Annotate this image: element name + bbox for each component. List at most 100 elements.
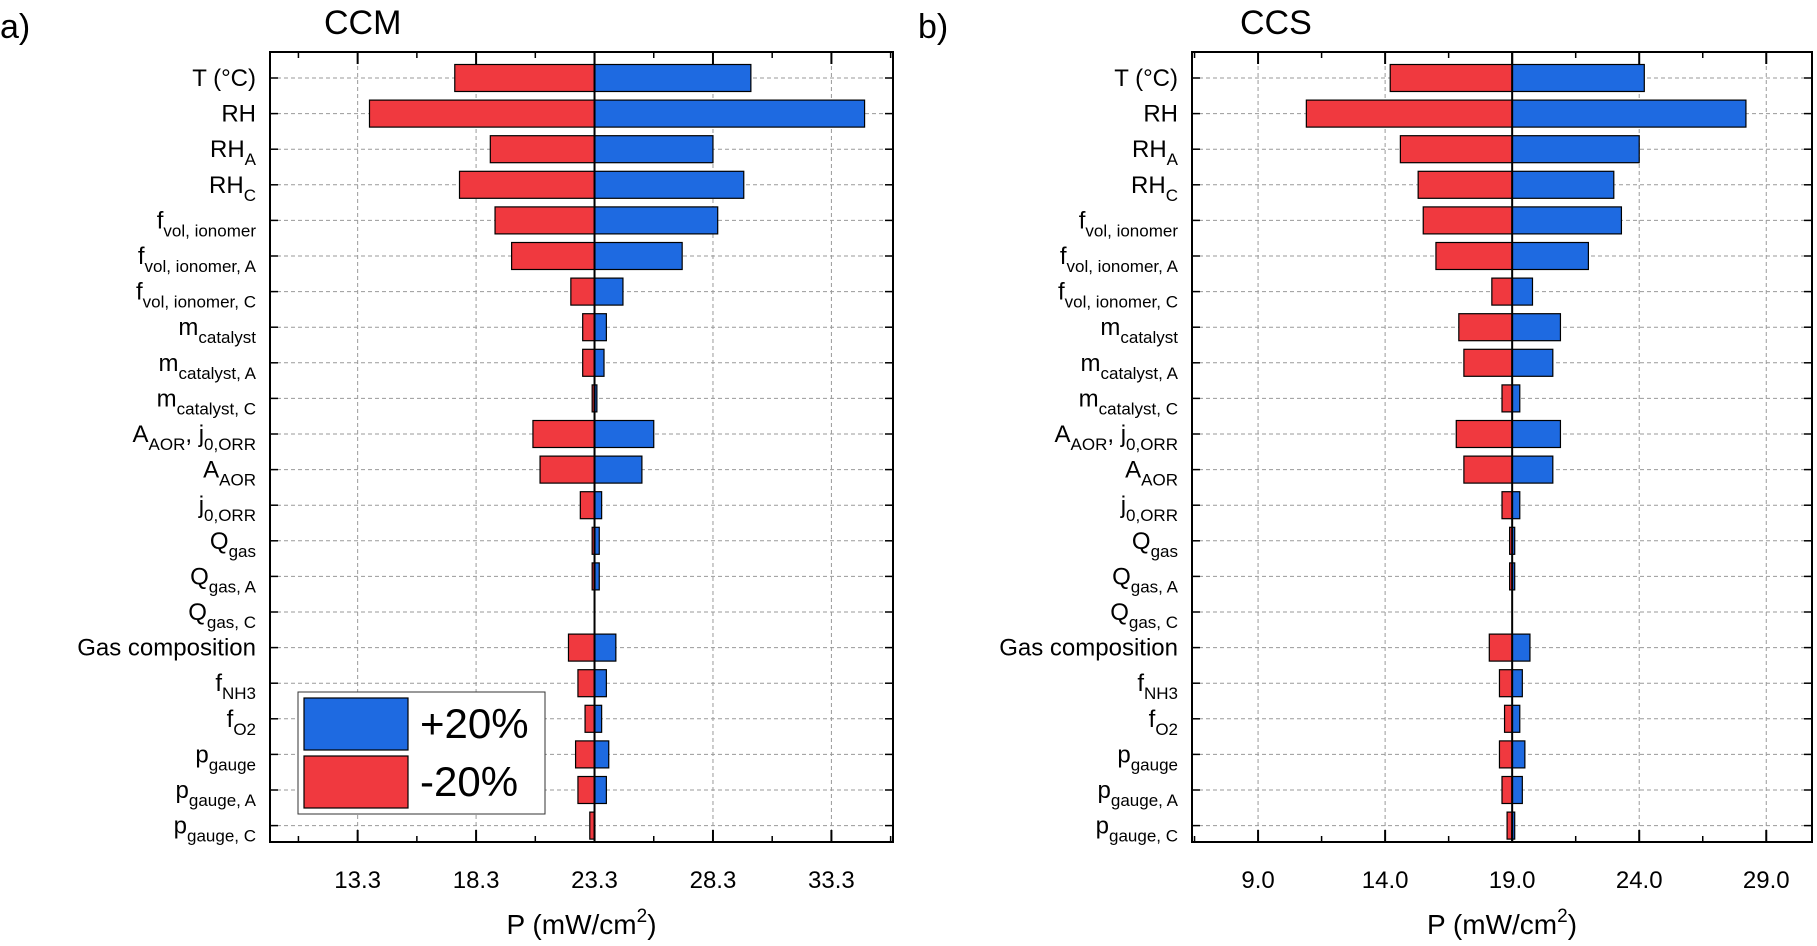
category-label: fvol, ionomer — [157, 207, 257, 240]
bar-minus-20-19 — [1498, 740, 1513, 769]
category-label: Qgas, A — [190, 563, 257, 596]
category-label: fvol, ionomer — [1079, 207, 1179, 240]
bar-minus-20-8 — [582, 348, 596, 377]
bar-minus-20-2 — [1399, 135, 1513, 164]
bar-minus-20-12 — [1501, 491, 1513, 520]
bar-plus-20-18 — [1511, 704, 1521, 733]
plot-frame — [1191, 51, 1813, 843]
category-label: mcatalyst — [178, 314, 256, 347]
chart-title: CCS — [1240, 4, 1312, 42]
bar-minus-20-1 — [368, 99, 596, 128]
bar-plus-20-3 — [593, 170, 745, 199]
x-tick-label: 19.0 — [1489, 867, 1536, 894]
category-label: fvol, ionomer, A — [138, 243, 257, 276]
panel-ccm: 13.3 18.3 23.3 28.3 33.3T (°C)RHRHARHCfvol, … — [0, 4, 894, 940]
category-label: Gas composition — [999, 635, 1178, 662]
category-label: RHA — [1132, 136, 1179, 169]
bar-minus-20-0 — [454, 63, 596, 93]
category-label: fNH3 — [215, 670, 256, 703]
bar-plus-20-1 — [593, 99, 866, 128]
x-axis-label: P (mW/cm2) — [506, 906, 656, 940]
bar-plus-20-5 — [1511, 241, 1589, 271]
category-label: RHC — [1131, 172, 1178, 205]
category-label: mcatalyst, C — [157, 385, 256, 418]
x-tick-label: 13.3 — [334, 867, 381, 894]
x-tick-label: 18.3 — [453, 867, 500, 894]
bar-plus-20-4 — [1511, 206, 1623, 235]
category-label: j0,ORR — [198, 492, 256, 525]
bar-plus-20-6 — [1511, 277, 1534, 306]
bar-plus-20-11 — [1511, 455, 1554, 484]
category-label: mcatalyst, A — [1081, 350, 1179, 383]
chart-title: CCM — [324, 4, 401, 42]
legend-swatch — [303, 755, 409, 809]
bar-plus-20-12 — [593, 491, 603, 520]
legend-swatch — [303, 697, 409, 751]
category-label: T (°C) — [1114, 65, 1178, 92]
bar-minus-20-18 — [584, 704, 596, 733]
bar-plus-20-2 — [1511, 135, 1640, 164]
bar-plus-20-17 — [593, 669, 607, 698]
category-label: RH — [221, 101, 256, 128]
bar-plus-20-10 — [1511, 419, 1562, 449]
bar-minus-20-7 — [1458, 313, 1513, 342]
x-tick-label: 33.3 — [808, 867, 855, 894]
bar-minus-20-18 — [1503, 704, 1513, 733]
bar-minus-20-20 — [577, 775, 596, 805]
category-label: pgauge — [1117, 741, 1178, 774]
x-axis-label: P (mW/cm2) — [1427, 906, 1577, 940]
bar-minus-20-7 — [582, 313, 596, 342]
bar-plus-20-4 — [593, 206, 719, 235]
bar-minus-20-16 — [567, 633, 596, 662]
bar-minus-20-2 — [489, 135, 596, 164]
bar-plus-20-19 — [1511, 740, 1526, 769]
category-label: Qgas — [210, 528, 256, 561]
bar-minus-20-3 — [1417, 170, 1513, 199]
bar-minus-20-5 — [511, 241, 596, 271]
x-tick-label: 28.3 — [690, 867, 737, 894]
bar-minus-20-9 — [1501, 384, 1513, 413]
category-label: mcatalyst — [1100, 314, 1178, 347]
x-tick-label: 29.0 — [1743, 867, 1790, 894]
category-label: Gas composition — [77, 635, 256, 662]
bar-plus-20-16 — [593, 633, 617, 662]
plot-frame — [269, 51, 894, 843]
bar-plus-20-5 — [593, 241, 683, 271]
bar-plus-20-6 — [593, 277, 624, 306]
x-tick-label: 14.0 — [1362, 867, 1409, 894]
category-label: AAOR, j0,ORR — [1055, 421, 1179, 454]
bar-minus-20-10 — [532, 419, 596, 449]
legend-label: -20% — [420, 758, 518, 805]
bar-minus-20-17 — [1498, 669, 1513, 698]
bar-minus-20-17 — [577, 669, 596, 698]
category-label: AAOR, j0,ORR — [133, 421, 257, 454]
bar-plus-20-19 — [593, 740, 610, 769]
category-label: mcatalyst, C — [1079, 385, 1178, 418]
bar-plus-20-0 — [1511, 63, 1645, 93]
bar-minus-20-4 — [494, 206, 596, 235]
category-label: mcatalyst, A — [159, 350, 257, 383]
panel-label: b) — [918, 8, 948, 46]
bar-minus-20-0 — [1389, 63, 1513, 93]
panel-label: a) — [0, 8, 30, 46]
category-label: AAOR — [1125, 457, 1178, 490]
category-label: pgauge, C — [1096, 813, 1178, 846]
bar-plus-20-1 — [1511, 99, 1747, 128]
bar-minus-20-16 — [1488, 633, 1513, 662]
category-label: RHC — [209, 172, 256, 205]
bar-plus-20-9 — [1511, 384, 1521, 413]
category-label: pgauge, A — [176, 777, 257, 810]
category-label: Qgas, A — [1112, 563, 1179, 596]
x-tick-label: 23.3 — [571, 867, 618, 894]
category-label: fO2 — [227, 706, 256, 739]
legend-label: +20% — [420, 700, 529, 747]
bar-plus-20-0 — [593, 63, 752, 93]
category-label: Qgas — [1132, 528, 1178, 561]
bar-minus-20-20 — [1501, 775, 1513, 805]
x-tick-label: 24.0 — [1616, 867, 1663, 894]
bar-plus-20-8 — [1511, 348, 1554, 377]
category-label: pgauge, C — [174, 813, 256, 846]
bar-plus-20-20 — [593, 775, 607, 805]
